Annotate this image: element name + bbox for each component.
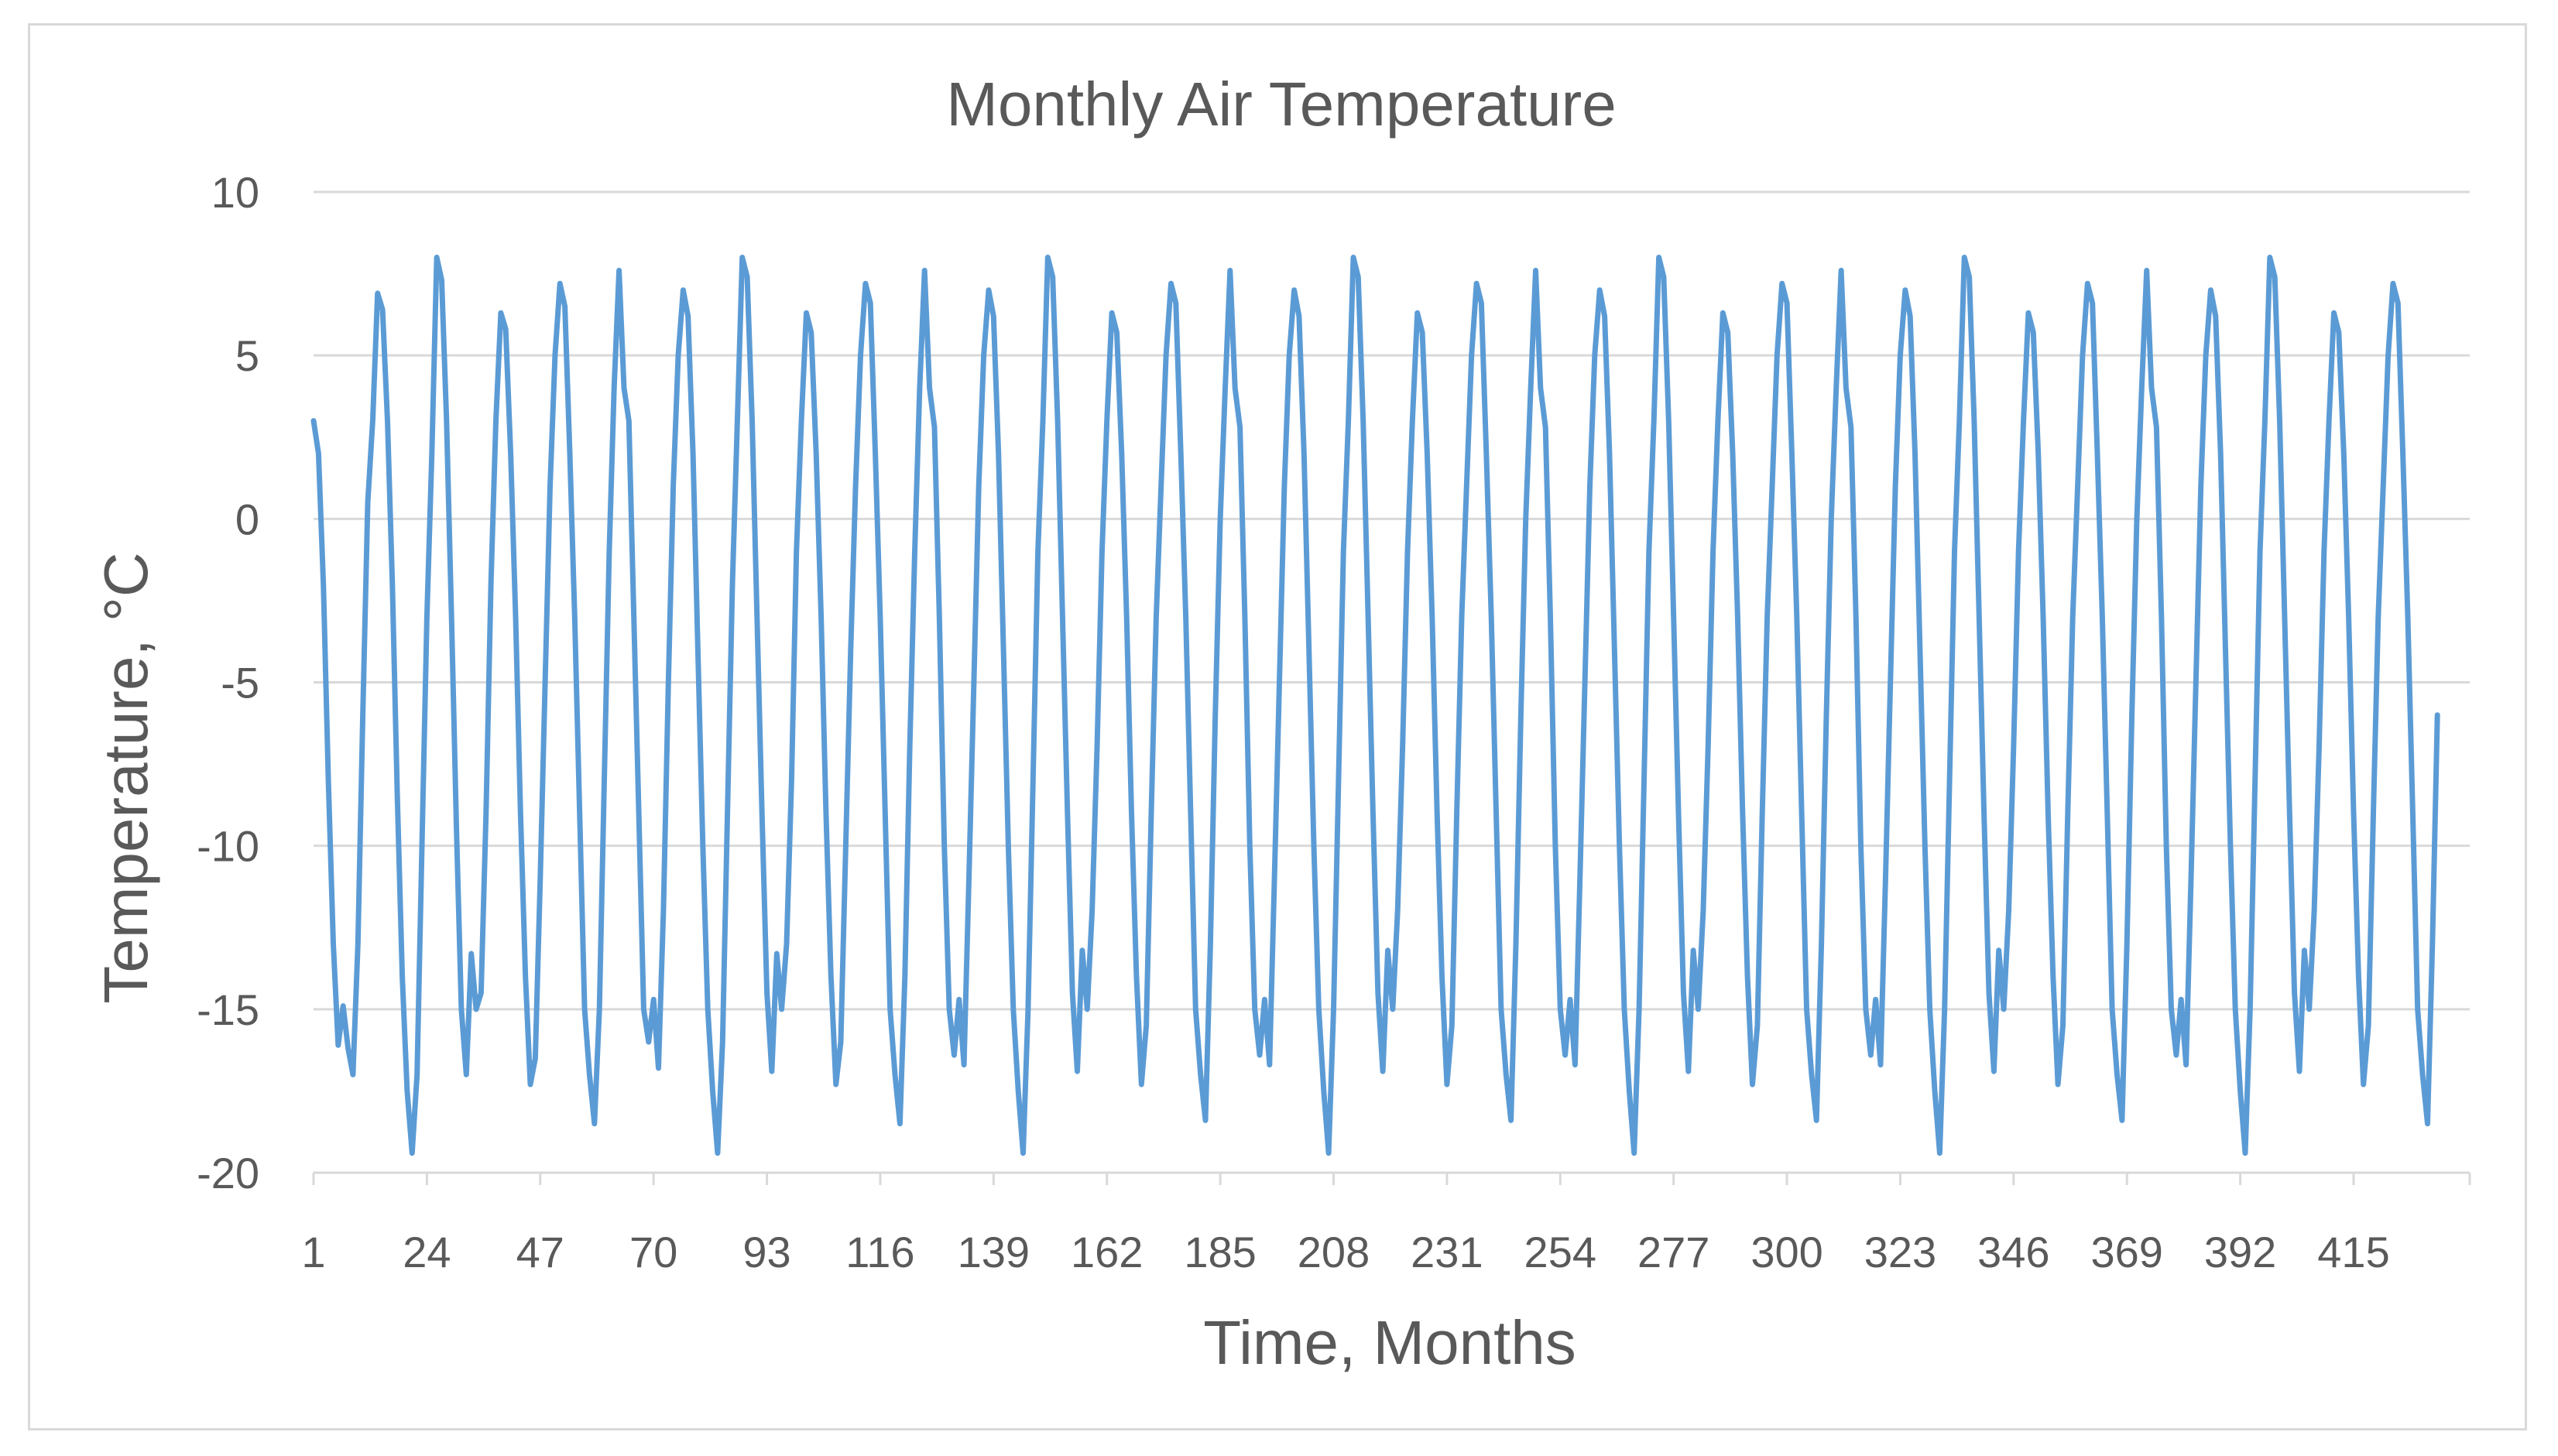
x-tick-label: 47: [516, 1228, 564, 1276]
x-tick-label: 415: [2317, 1228, 2389, 1276]
x-axis: [312, 1171, 2471, 1185]
y-tick-label: -20: [197, 1149, 259, 1197]
y-tick-label: 0: [235, 495, 259, 543]
series-layer: [310, 255, 2440, 1156]
y-tick-label: 5: [235, 331, 259, 380]
x-tick-label: 323: [1864, 1228, 1936, 1276]
x-tick-label: 93: [742, 1228, 790, 1276]
x-tick-label: 24: [403, 1228, 451, 1276]
x-tick-label: 185: [1184, 1228, 1256, 1276]
x-tick-label: 231: [1411, 1228, 1483, 1276]
x-axis-tick-labels: 1 24 47 70 93 116 139 162 185 208 231 254 277 300 323 3…: [301, 1228, 2389, 1276]
x-tick-label: 369: [2091, 1228, 2163, 1276]
y-tick-label: -5: [221, 659, 259, 707]
x-tick-label: 300: [1750, 1228, 1822, 1276]
y-tick-label: 10: [211, 168, 259, 217]
y-axis-tick-labels: 10 5 0 -5 -10 -15 -20: [197, 168, 259, 1197]
x-tick-label: 254: [1524, 1228, 1596, 1276]
x-axis-title: Time, Months: [1203, 1308, 1576, 1377]
x-tick-label: 392: [2204, 1228, 2276, 1276]
x-tick-label: 208: [1298, 1228, 1370, 1276]
series-line: [310, 255, 2440, 1156]
y-axis-title: Temperature, °C: [91, 552, 160, 1003]
chart-title: Monthly Air Temperature: [946, 70, 1617, 139]
y-tick-label: -10: [197, 822, 259, 871]
x-tick-label: 116: [845, 1228, 914, 1276]
x-tick-label: 162: [1071, 1228, 1143, 1276]
y-tick-label: -15: [197, 985, 259, 1034]
x-tick-label: 1: [301, 1228, 325, 1276]
x-tick-label: 277: [1637, 1228, 1709, 1276]
x-tick-label: 70: [629, 1228, 677, 1276]
x-tick-label: 346: [1977, 1228, 2049, 1276]
x-tick-label: 139: [958, 1228, 1030, 1276]
